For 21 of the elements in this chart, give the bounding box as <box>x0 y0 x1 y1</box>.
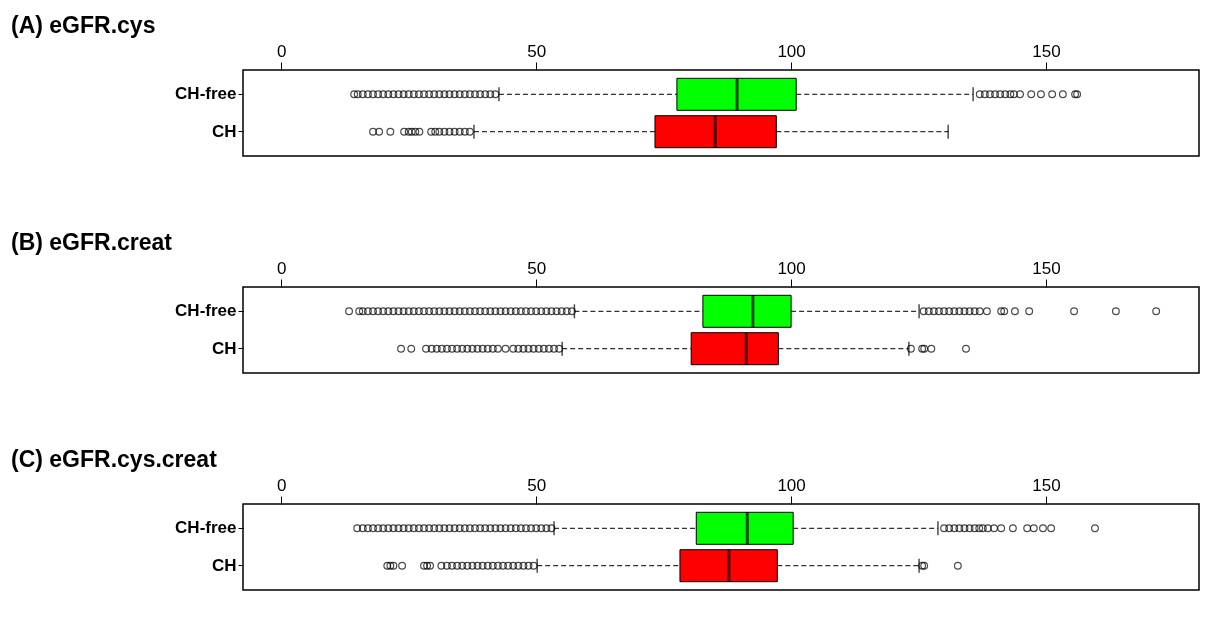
chart-title: (C) eGFR.cys.creat <box>11 446 218 472</box>
x-tick-label: 0 <box>277 258 287 278</box>
y-tick-label: CH-free <box>175 301 237 321</box>
y-tick-label: CH-free <box>175 518 237 538</box>
x-tick-label: 100 <box>777 475 806 495</box>
x-tick-label: 50 <box>527 41 547 61</box>
chart-title: (A) eGFR.cys <box>11 12 156 38</box>
x-tick-label: 150 <box>1032 258 1061 278</box>
y-tick-label: CH <box>211 555 237 575</box>
chart-title: (B) eGFR.creat <box>11 229 173 255</box>
y-tick-label: CH <box>211 121 237 141</box>
x-tick-label: 0 <box>277 475 287 495</box>
x-tick-label: 50 <box>527 258 547 278</box>
x-tick-label: 150 <box>1032 475 1061 495</box>
x-tick-label: 150 <box>1032 41 1061 61</box>
x-tick-label: 50 <box>527 475 547 495</box>
y-tick-label: CH-free <box>175 84 237 104</box>
y-tick-label: CH <box>211 338 237 358</box>
x-tick-label: 100 <box>777 41 806 61</box>
x-tick-label: 0 <box>277 41 287 61</box>
x-tick-label: 100 <box>777 258 806 278</box>
